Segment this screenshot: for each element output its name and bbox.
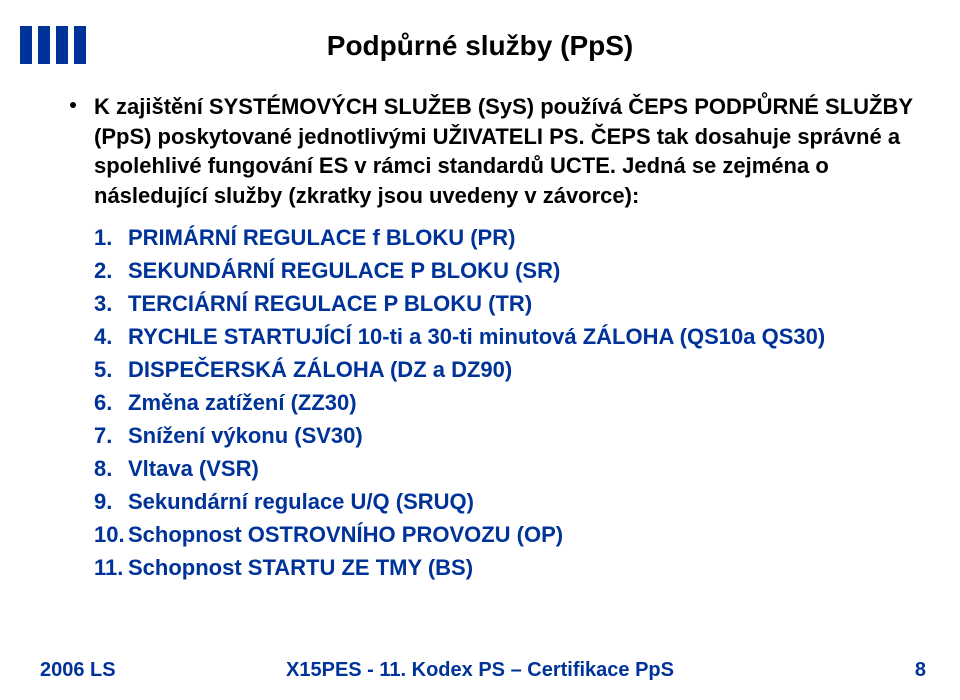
list-item: 1.PRIMÁRNÍ REGULACE f BLOKU (PR) — [94, 221, 920, 254]
bullet-icon — [70, 102, 76, 108]
logo-bar-icon — [38, 26, 50, 64]
list-item: 9.Sekundární regulace U/Q (SRUQ) — [94, 485, 920, 518]
list-item: 4.RYCHLE STARTUJÍCÍ 10-ti a 30-ti minuto… — [94, 320, 920, 353]
list-label: Vltava (VSR) — [128, 452, 259, 485]
list-item: 10.Schopnost OSTROVNÍHO PROVOZU (OP) — [94, 518, 920, 551]
list-item: 8.Vltava (VSR) — [94, 452, 920, 485]
footer: 2006 LS X15PES - 11. Kodex PS – Certifik… — [0, 659, 960, 682]
service-list: 1.PRIMÁRNÍ REGULACE f BLOKU (PR) 2.SEKUN… — [94, 221, 920, 584]
logo-bar-icon — [20, 26, 32, 64]
list-number: 10. — [94, 518, 128, 551]
list-number: 9. — [94, 485, 128, 518]
list-number: 11. — [94, 551, 128, 584]
intro-block: K zajištění SYSTÉMOVÝCH SLUŽEB (SyS) pou… — [70, 92, 920, 211]
list-number: 6. — [94, 386, 128, 419]
list-number: 4. — [94, 320, 128, 353]
footer-center: X15PES - 11. Kodex PS – Certifikace PpS — [286, 659, 674, 682]
list-item: 6.Změna zatížení (ZZ30) — [94, 386, 920, 419]
list-label: Snížení výkonu (SV30) — [128, 419, 363, 452]
list-number: 2. — [94, 254, 128, 287]
list-label: TERCIÁRNÍ REGULACE P BLOKU (TR) — [128, 287, 532, 320]
footer-left: 2006 LS — [40, 659, 116, 682]
list-number: 8. — [94, 452, 128, 485]
logo-bar-icon — [74, 26, 86, 64]
list-label: DISPEČERSKÁ ZÁLOHA (DZ a DZ90) — [128, 353, 512, 386]
list-item: 3.TERCIÁRNÍ REGULACE P BLOKU (TR) — [94, 287, 920, 320]
list-label: Schopnost OSTROVNÍHO PROVOZU (OP) — [128, 518, 563, 551]
list-label: RYCHLE STARTUJÍCÍ 10-ti a 30-ti minutová… — [128, 320, 825, 353]
list-item: 5.DISPEČERSKÁ ZÁLOHA (DZ a DZ90) — [94, 353, 920, 386]
list-item: 2.SEKUNDÁRNÍ REGULACE P BLOKU (SR) — [94, 254, 920, 287]
list-label: SEKUNDÁRNÍ REGULACE P BLOKU (SR) — [128, 254, 560, 287]
content: K zajištění SYSTÉMOVÝCH SLUŽEB (SyS) pou… — [70, 92, 920, 584]
list-label: Schopnost STARTU ZE TMY (BS) — [128, 551, 473, 584]
page-title: Podpůrné služby (PpS) — [40, 30, 920, 62]
list-item: 11.Schopnost STARTU ZE TMY (BS) — [94, 551, 920, 584]
footer-page-number: 8 — [915, 659, 926, 682]
list-label: Změna zatížení (ZZ30) — [128, 386, 357, 419]
list-label: Sekundární regulace U/Q (SRUQ) — [128, 485, 474, 518]
list-number: 5. — [94, 353, 128, 386]
logo-bar-icon — [56, 26, 68, 64]
list-number: 7. — [94, 419, 128, 452]
list-item: 7.Snížení výkonu (SV30) — [94, 419, 920, 452]
intro-text: K zajištění SYSTÉMOVÝCH SLUŽEB (SyS) pou… — [94, 92, 920, 211]
list-number: 3. — [94, 287, 128, 320]
slide: Podpůrné služby (PpS) K zajištění SYSTÉM… — [0, 0, 960, 700]
logo — [20, 26, 86, 64]
list-label: PRIMÁRNÍ REGULACE f BLOKU (PR) — [128, 221, 515, 254]
list-number: 1. — [94, 221, 128, 254]
